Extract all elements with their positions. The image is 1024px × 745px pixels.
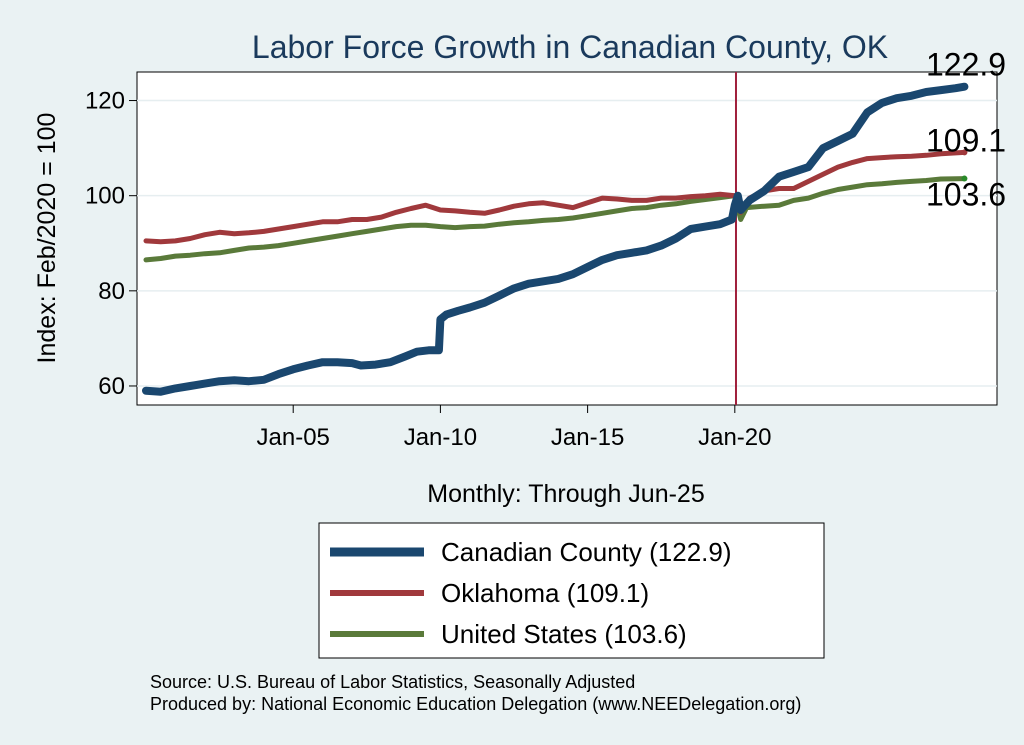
end-value-labels: 122.9 109.1 103.6 bbox=[926, 47, 1006, 213]
x-tick-label-Jan-20: Jan-20 bbox=[698, 424, 771, 451]
x-axis-title: Monthly: Through Jun-25 bbox=[427, 480, 704, 508]
produced-by-note: Produced by: National Economic Education… bbox=[150, 694, 801, 714]
plot-area bbox=[136, 71, 998, 406]
source-note: Source: U.S. Bureau of Labor Statistics,… bbox=[150, 672, 635, 692]
series-line-united-states bbox=[143, 176, 967, 263]
series-end-marker-oklahoma bbox=[961, 149, 968, 156]
end-value-label-united-states: 103.6 bbox=[926, 177, 1006, 213]
end-value-label-oklahoma: 109.1 bbox=[926, 122, 1006, 158]
chart-title: Labor Force Growth in Canadian County, O… bbox=[252, 29, 888, 65]
series-line-oklahoma bbox=[143, 149, 967, 245]
y-tick-label-80: 80 bbox=[98, 278, 125, 305]
end-value-label-canadian-county: 122.9 bbox=[926, 47, 1006, 83]
y-tick-label-120: 120 bbox=[85, 88, 125, 115]
x-axis: Jan-05 Jan-10 Jan-15 Jan-20 bbox=[257, 405, 772, 451]
y-tick-label-100: 100 bbox=[85, 183, 125, 210]
legend-label-canadian-county: Canadian County (122.9) bbox=[441, 537, 732, 567]
grid-lines bbox=[137, 99, 997, 387]
y-axis-title: Index: Feb/2020 = 100 bbox=[33, 113, 61, 364]
series-lines bbox=[142, 82, 969, 396]
legend-label-oklahoma: Oklahoma (109.1) bbox=[441, 578, 649, 608]
series-end-marker-united-states bbox=[961, 175, 968, 182]
x-tick-label-Jan-05: Jan-05 bbox=[257, 424, 330, 451]
legend: Canadian County (122.9) Oklahoma (109.1) U… bbox=[330, 537, 732, 649]
x-tick-label-Jan-15: Jan-15 bbox=[551, 424, 624, 451]
series-end-marker-canadian-county bbox=[961, 83, 968, 90]
y-axis: 60 80 100 120 bbox=[85, 88, 137, 400]
legend-label-united-states: United States (103.6) bbox=[441, 619, 687, 649]
y-tick-label-60: 60 bbox=[98, 373, 125, 400]
series-line-canadian-county bbox=[142, 82, 969, 396]
x-tick-label-Jan-10: Jan-10 bbox=[404, 424, 477, 451]
